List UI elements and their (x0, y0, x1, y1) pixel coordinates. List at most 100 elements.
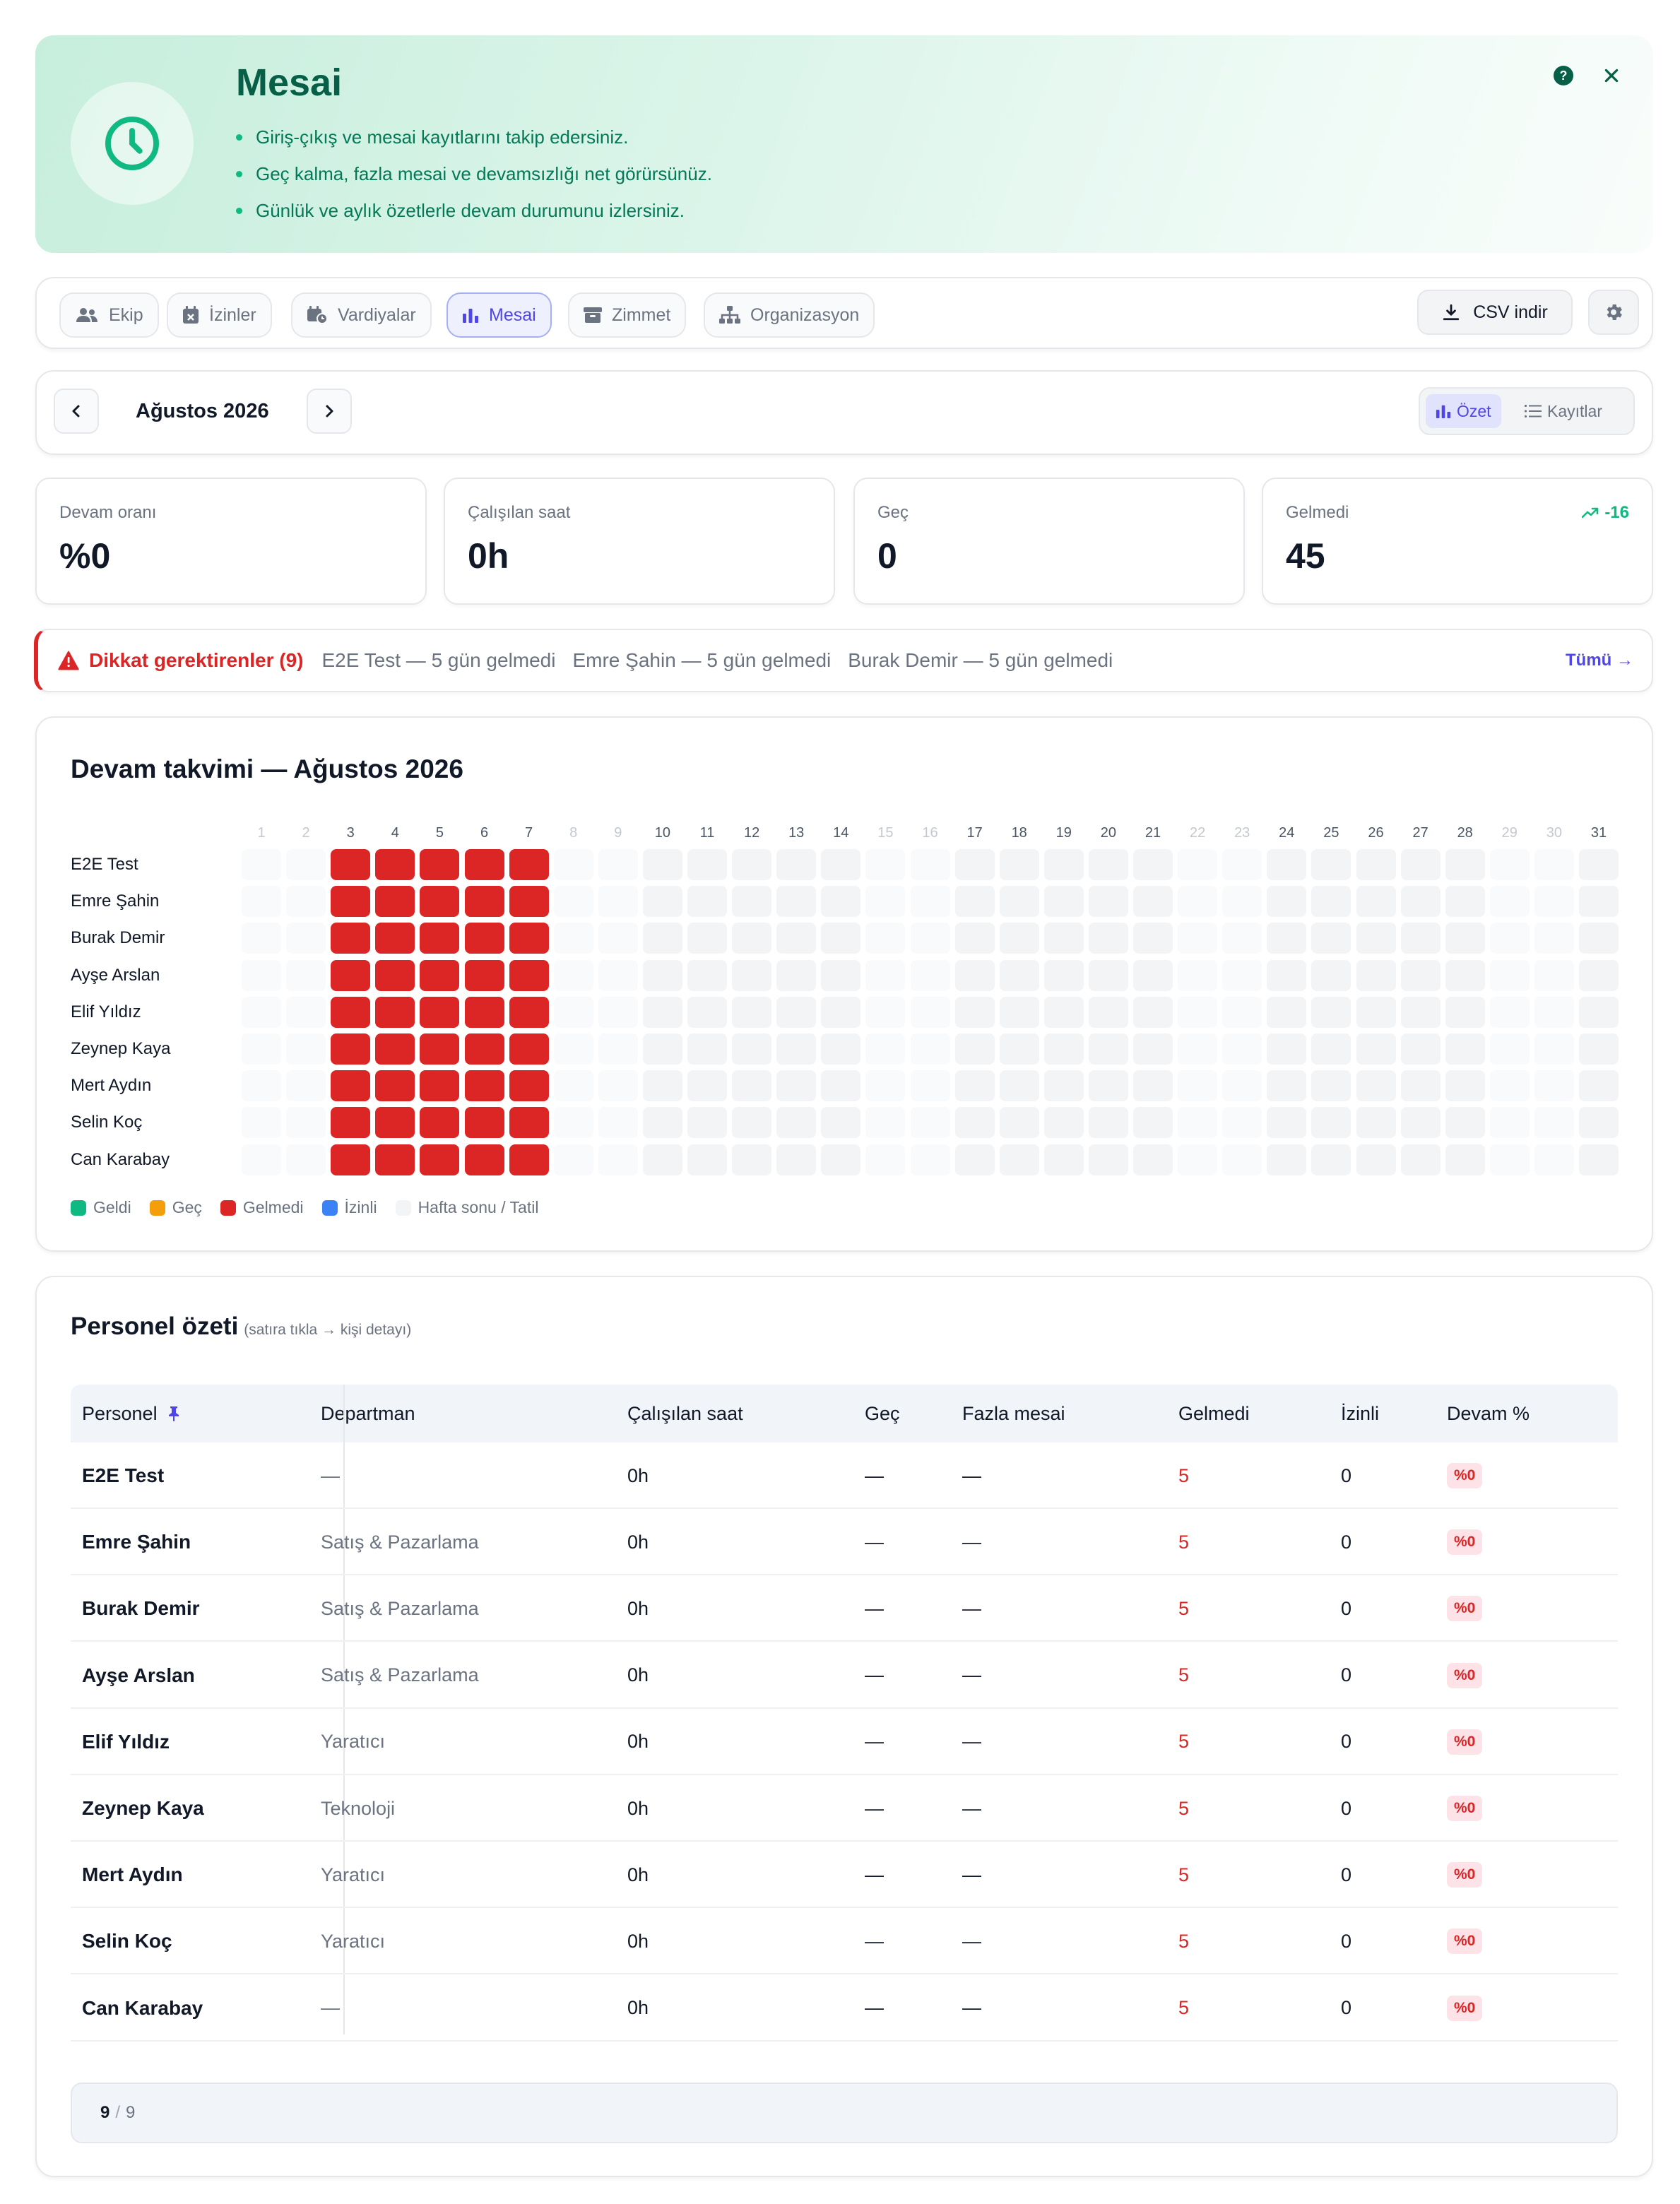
calendar-cell-absent[interactable] (420, 923, 460, 954)
column-header-izinli[interactable]: İzinli (1341, 1402, 1380, 1424)
calendar-cell-weekend[interactable] (1222, 849, 1262, 880)
calendar-cell-empty[interactable] (642, 996, 682, 1028)
calendar-cell-empty[interactable] (776, 959, 817, 991)
calendar-cell-empty[interactable] (1311, 886, 1351, 918)
calendar-cell-empty[interactable] (1445, 1033, 1485, 1065)
calendar-cell-weekend[interactable] (1534, 1107, 1574, 1139)
calendar-cell-weekend[interactable] (1178, 1144, 1218, 1175)
calendar-cell-empty[interactable] (732, 996, 772, 1028)
calendar-cell-weekend[interactable] (286, 1107, 326, 1139)
calendar-cell-absent[interactable] (464, 1144, 504, 1175)
calendar-cell-empty[interactable] (1356, 996, 1396, 1028)
calendar-cell-weekend[interactable] (1489, 1033, 1530, 1065)
calendar-cell-empty[interactable] (1356, 849, 1396, 880)
calendar-cell-weekend[interactable] (1489, 1144, 1530, 1175)
calendar-cell-absent[interactable] (464, 1033, 504, 1065)
calendar-cell-absent[interactable] (420, 1144, 460, 1175)
table-row[interactable]: Selin Koç Yaratıcı 0h — — 5 0 %0 (71, 1908, 1618, 1975)
calendar-cell-absent[interactable] (331, 996, 371, 1028)
calendar-cell-empty[interactable] (776, 1107, 817, 1139)
calendar-cell-weekend[interactable] (910, 996, 950, 1028)
calendar-cell-weekend[interactable] (553, 886, 593, 918)
calendar-cell-empty[interactable] (1133, 959, 1173, 991)
calendar-cell-empty[interactable] (1356, 1144, 1396, 1175)
calendar-cell-weekend[interactable] (865, 959, 906, 991)
calendar-cell-weekend[interactable] (286, 923, 326, 954)
calendar-cell-weekend[interactable] (286, 1144, 326, 1175)
calendar-cell-empty[interactable] (732, 1107, 772, 1139)
calendar-cell-empty[interactable] (1267, 1107, 1307, 1139)
calendar-cell-empty[interactable] (1445, 1144, 1485, 1175)
calendar-cell-absent[interactable] (509, 849, 549, 880)
table-row[interactable]: Ayşe Arslan Satış & Pazarlama 0h — — 5 0 %0 (71, 1642, 1618, 1709)
calendar-cell-absent[interactable] (420, 1033, 460, 1065)
calendar-cell-weekend[interactable] (1178, 996, 1218, 1028)
calendar-cell-empty[interactable] (821, 959, 861, 991)
calendar-cell-empty[interactable] (1088, 849, 1128, 880)
calendar-cell-empty[interactable] (1043, 1144, 1084, 1175)
calendar-cell-empty[interactable] (776, 923, 817, 954)
calendar-cell-empty[interactable] (776, 1070, 817, 1102)
calendar-cell-empty[interactable] (687, 849, 727, 880)
tab-ekip[interactable]: Ekip (59, 292, 159, 338)
calendar-cell-absent[interactable] (375, 1033, 415, 1065)
calendar-cell-weekend[interactable] (598, 959, 638, 991)
calendar-cell-empty[interactable] (1445, 886, 1485, 918)
calendar-cell-empty[interactable] (1400, 1144, 1441, 1175)
alert-item[interactable]: Burak Demir — 5 gün gelmedi (848, 649, 1113, 671)
calendar-cell-empty[interactable] (954, 849, 995, 880)
calendar-cell-weekend[interactable] (286, 849, 326, 880)
calendar-cell-empty[interactable] (642, 849, 682, 880)
calendar-cell-empty[interactable] (821, 886, 861, 918)
calendar-cell-empty[interactable] (687, 996, 727, 1028)
calendar-cell-empty[interactable] (687, 1144, 727, 1175)
calendar-cell-empty[interactable] (954, 996, 995, 1028)
column-header-gec[interactable]: Geç (865, 1402, 900, 1424)
table-row[interactable]: Zeynep Kaya Teknoloji 0h — — 5 0 %0 (71, 1775, 1618, 1842)
column-header-devam[interactable]: Devam % (1447, 1402, 1530, 1424)
calendar-cell-empty[interactable] (999, 996, 1039, 1028)
calendar-cell-weekend[interactable] (1178, 959, 1218, 991)
calendar-cell-weekend[interactable] (1534, 923, 1574, 954)
calendar-cell-empty[interactable] (1579, 1144, 1619, 1175)
calendar-cell-empty[interactable] (642, 923, 682, 954)
prev-month-button[interactable] (54, 389, 99, 434)
calendar-cell-weekend[interactable] (553, 959, 593, 991)
calendar-cell-empty[interactable] (1311, 1070, 1351, 1102)
calendar-cell-empty[interactable] (732, 959, 772, 991)
calendar-cell-weekend[interactable] (865, 1107, 906, 1139)
calendar-cell-empty[interactable] (1400, 1033, 1441, 1065)
calendar-cell-empty[interactable] (776, 1033, 817, 1065)
calendar-cell-empty[interactable] (1579, 849, 1619, 880)
calendar-cell-weekend[interactable] (242, 1144, 281, 1175)
calendar-cell-absent[interactable] (420, 996, 460, 1028)
calendar-cell-empty[interactable] (821, 1033, 861, 1065)
calendar-cell-empty[interactable] (642, 1144, 682, 1175)
calendar-cell-empty[interactable] (999, 1144, 1039, 1175)
calendar-cell-empty[interactable] (1133, 849, 1173, 880)
calendar-cell-empty[interactable] (1445, 849, 1485, 880)
calendar-cell-absent[interactable] (509, 1144, 549, 1175)
calendar-cell-empty[interactable] (687, 923, 727, 954)
table-row[interactable]: Mert Aydın Yaratıcı 0h — — 5 0 %0 (71, 1842, 1618, 1909)
calendar-cell-weekend[interactable] (598, 923, 638, 954)
calendar-cell-empty[interactable] (732, 1070, 772, 1102)
calendar-cell-empty[interactable] (1356, 1070, 1396, 1102)
calendar-cell-empty[interactable] (642, 959, 682, 991)
view-ozet-button[interactable]: Özet (1426, 394, 1501, 428)
calendar-cell-empty[interactable] (1133, 886, 1173, 918)
calendar-cell-weekend[interactable] (242, 886, 281, 918)
calendar-cell-absent[interactable] (509, 1107, 549, 1139)
calendar-cell-weekend[interactable] (242, 1033, 281, 1065)
calendar-cell-weekend[interactable] (598, 996, 638, 1028)
calendar-cell-weekend[interactable] (1178, 1033, 1218, 1065)
calendar-cell-absent[interactable] (420, 849, 460, 880)
calendar-cell-weekend[interactable] (910, 886, 950, 918)
calendar-cell-weekend[interactable] (553, 1033, 593, 1065)
calendar-cell-empty[interactable] (821, 1107, 861, 1139)
calendar-cell-weekend[interactable] (1489, 996, 1530, 1028)
calendar-cell-empty[interactable] (1267, 849, 1307, 880)
calendar-cell-weekend[interactable] (598, 1107, 638, 1139)
calendar-cell-empty[interactable] (1356, 1107, 1396, 1139)
calendar-cell-empty[interactable] (1356, 886, 1396, 918)
